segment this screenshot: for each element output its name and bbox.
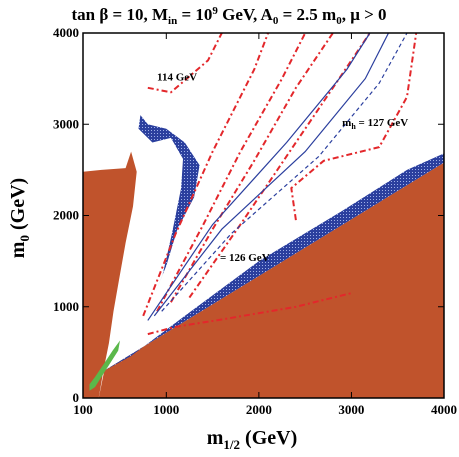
contour-line-6 xyxy=(147,32,223,94)
chart-title: tan β = 10, Min = 109 GeV, A0 = 2.5 m0, … xyxy=(71,5,386,27)
x-tick-label-4000: 4000 xyxy=(431,402,457,417)
region-blue-coannihilation xyxy=(104,153,445,371)
title-tail: , μ > 0 xyxy=(342,5,387,24)
contour-line-7 xyxy=(147,292,352,336)
contour-line-3 xyxy=(170,32,334,303)
contour-line-1 xyxy=(142,32,270,317)
x-tick-label-1000: 1000 xyxy=(153,402,179,417)
region-brown-left xyxy=(83,151,137,398)
title-mid3: = 2.5 m xyxy=(278,5,336,24)
annotation-1: 114 GeV xyxy=(157,71,197,83)
ylabel-tail: (GeV) xyxy=(7,178,29,235)
y-tick-label-2000: 2000 xyxy=(53,208,79,223)
annotations-layer: 114 GeV mh = 127 GeV = 126 GeV xyxy=(157,71,408,264)
contour-line-5 xyxy=(290,32,418,221)
y-tick-label-4000: 4000 xyxy=(53,25,79,40)
title-mid1: = 10 xyxy=(177,5,212,24)
x-tick-label-3000: 3000 xyxy=(338,402,364,417)
contour-line-4 xyxy=(188,32,371,299)
y-tick-label-0: 0 xyxy=(73,390,80,405)
title-sub-a: 0 xyxy=(273,15,279,27)
contour-line-2 xyxy=(156,32,307,312)
x-tick-label-2000: 2000 xyxy=(246,402,272,417)
region-green xyxy=(89,340,120,391)
x-axis-label: m1/2 (GeV) xyxy=(207,427,298,452)
x-tick-label-100: 100 xyxy=(73,402,93,417)
contour-line-8 xyxy=(147,32,371,321)
ylabel-sub: 0 xyxy=(17,235,32,242)
title-sub-in: in xyxy=(168,15,177,27)
xlabel-sub: 1/2 xyxy=(223,437,240,452)
y-tick-label-1000: 1000 xyxy=(53,299,79,314)
ylabel-main: m xyxy=(7,241,29,258)
y-tick-label-3000: 3000 xyxy=(53,116,79,131)
title-mid2: GeV, A xyxy=(218,5,274,24)
xlabel-main: m xyxy=(207,427,224,449)
regions-layer xyxy=(83,115,445,398)
title-sub-m: 0 xyxy=(336,15,342,27)
annotation-2: mh = 127 GeV xyxy=(342,117,408,131)
contour-line-9 xyxy=(153,32,390,317)
contours-layer xyxy=(142,32,418,336)
xlabel-tail: (GeV) xyxy=(240,427,297,449)
region-blue-hook xyxy=(138,115,200,294)
y-axis-label: m0 (GeV) xyxy=(7,178,32,258)
title-sup: 9 xyxy=(212,5,218,17)
ticks-layer: 100 1000 2000 3000 4000 0 1000 2000 3000 4000 xyxy=(53,25,457,417)
title-main: tan β = 10, M xyxy=(71,5,168,24)
annotation-3: = 126 GeV xyxy=(220,252,270,264)
region-brown-right xyxy=(98,162,444,398)
